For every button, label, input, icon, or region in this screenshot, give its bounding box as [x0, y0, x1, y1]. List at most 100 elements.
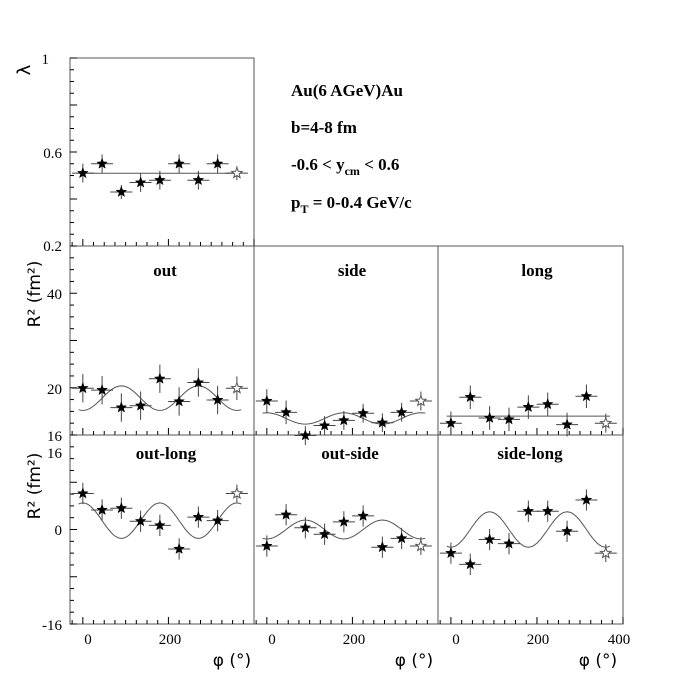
data-point-out-side [357, 509, 369, 521]
data-point-out-side [280, 508, 292, 520]
data-point-long [561, 418, 573, 430]
lambda-axis-label: λ [14, 64, 35, 75]
data-point-out [96, 383, 108, 396]
x-axis-label-left: φ (°) [213, 651, 251, 671]
x-axis-label-mid: φ (°) [395, 651, 433, 671]
data-point-lambda [134, 176, 147, 188]
data-point-long [445, 416, 457, 429]
data-point-out-long [153, 519, 166, 531]
data-point-out-long [211, 514, 224, 526]
data-point-long [503, 413, 515, 425]
data-point-side-long [464, 558, 477, 570]
r2-tick-16-bot: 16 [47, 446, 63, 462]
lambda-tick-0.2: 0.2 [43, 239, 62, 255]
data-point-out [115, 401, 128, 413]
panel-frames [69, 57, 624, 625]
data-point-out [134, 399, 147, 411]
data-point-side [337, 414, 350, 426]
data-point-lambda [173, 157, 185, 169]
data-point-side-long [503, 537, 515, 549]
panel-title-side: side [338, 261, 367, 280]
data-point-lambda [115, 185, 128, 197]
r2-tick-16-mid: 16 [47, 429, 63, 445]
annotation-system: Au(6 AGeV)Au [291, 81, 403, 100]
panel-title-long: long [521, 261, 553, 280]
data-point-side-long [541, 504, 554, 517]
data-point-out-long [192, 510, 205, 523]
data-point-out [153, 372, 166, 384]
data-point-long [541, 398, 554, 410]
x-tick-200-right: 200 [527, 632, 550, 648]
data-point-out-long [76, 487, 89, 499]
x-tick-200-mid: 200 [343, 632, 366, 648]
data-point-side [299, 429, 312, 441]
data-point-long [464, 390, 477, 403]
data-point-lambda [153, 173, 166, 186]
data-point-out-side [299, 521, 312, 533]
open-star-marker-lambda [230, 166, 244, 179]
data-point-side [318, 419, 331, 431]
r2-tick-0: 0 [55, 523, 63, 539]
data-point-side [260, 394, 273, 406]
open-star-marker-side [414, 394, 428, 407]
data-point-side [280, 406, 292, 418]
data-point-out-long [134, 514, 147, 527]
r2-tick-20: 20 [47, 382, 62, 398]
x-tick-200-left: 200 [159, 632, 182, 648]
panel-title-out-long: out-long [136, 444, 197, 463]
open-star-marker-out-long [230, 486, 244, 500]
x-tick-0-right: 0 [452, 632, 460, 648]
fit-curve-out-long [78, 502, 242, 539]
data-point-side-long [580, 493, 593, 505]
lambda-tick-0.6: 0.6 [43, 146, 62, 162]
data-point-out [173, 395, 185, 407]
r2-axis-label-middle: R² (fm²) [25, 261, 45, 328]
data-point-lambda [96, 157, 108, 169]
panel-title-out-side: out-side [321, 444, 379, 463]
fit-curve-out-side [262, 519, 426, 540]
data-point-side [376, 416, 389, 428]
annotation-rapidity: -0.6 < ycm < 0.6 [291, 155, 399, 178]
open-star-marker-long [599, 416, 613, 429]
data-point-out [76, 381, 89, 394]
open-star-marker-out [230, 381, 244, 394]
x-axis-label-right: φ (°) [579, 651, 617, 671]
annotation-impact-parameter: b=4-8 fm [291, 118, 357, 137]
data-marks [71, 154, 617, 575]
data-point-out-side [260, 539, 273, 552]
data-point-side-long [483, 533, 496, 545]
panel-frame-lambda [69, 57, 255, 247]
x-tick-400-right: 400 [608, 632, 631, 648]
lambda-tick-1: 1 [42, 52, 50, 68]
r2-tick-40: 40 [47, 287, 62, 303]
data-point-side [357, 407, 369, 419]
data-point-out [211, 393, 224, 406]
fit-curve-out [78, 385, 242, 411]
panel-title-side-long: side-long [497, 444, 563, 463]
data-point-lambda [76, 166, 89, 179]
x-tick-0-mid: 0 [268, 632, 276, 648]
r2-axis-label-bottom: R² (fm²) [25, 453, 45, 520]
data-point-out-side [337, 515, 350, 527]
data-point-out [192, 376, 205, 388]
fit-curve-side-long [446, 511, 611, 548]
data-point-side [395, 406, 408, 418]
r2-tick-neg16: -16 [42, 618, 62, 634]
data-point-long [580, 390, 593, 402]
data-point-out-long [115, 501, 128, 514]
data-point-side-long [561, 525, 573, 537]
panel-frame-out-side [253, 434, 439, 625]
panel-title-out: out [153, 261, 177, 280]
open-star-marker-side-long [599, 546, 613, 559]
data-point-out-long [96, 503, 108, 516]
annotation-pt-range: pT = 0-0.4 GeV/c [291, 193, 412, 216]
data-point-long [483, 411, 496, 423]
data-point-out-side [318, 527, 331, 540]
data-point-lambda [211, 157, 224, 169]
x-tick-0-left: 0 [84, 632, 92, 648]
panel-frame-side-long [437, 434, 624, 625]
panel-frame-out-long [69, 434, 255, 625]
data-point-side-long [522, 504, 535, 517]
data-point-out-side [395, 532, 408, 544]
